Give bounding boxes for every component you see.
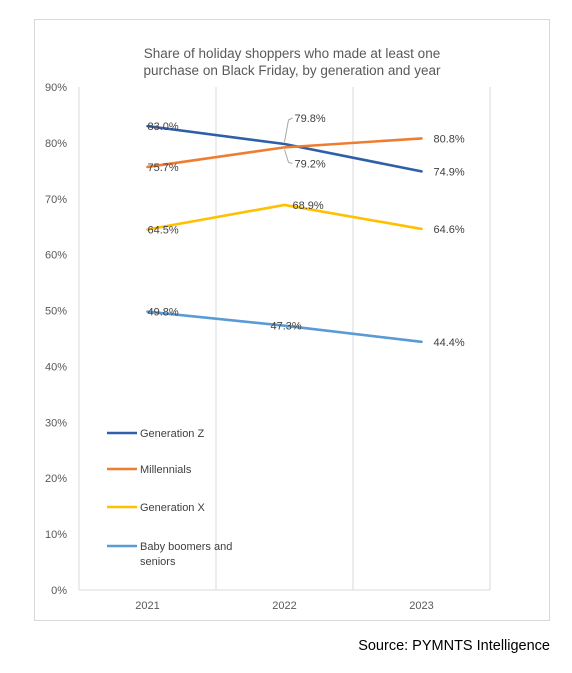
data-label: 64.5%	[148, 225, 179, 237]
y-tick-label: 30%	[45, 417, 67, 429]
x-tick-label: 2021	[135, 600, 159, 612]
legend-label: seniors	[140, 556, 176, 568]
leader-line	[284, 117, 293, 143]
series-line-0	[146, 124, 423, 173]
chart-title-line: Share of holiday shoppers who made at le…	[144, 46, 440, 61]
x-tick-label: 2023	[409, 600, 433, 612]
y-tick-label: 40%	[45, 361, 67, 373]
series-line-1	[146, 137, 423, 169]
data-label: 49.8%	[148, 307, 179, 319]
legend-label: Generation Z	[140, 428, 204, 440]
data-label: 47.3%	[271, 321, 302, 333]
chart-title-line: purchase on Black Friday, by generation …	[144, 63, 441, 78]
y-tick-label: 20%	[45, 473, 67, 485]
legend-label: Generation X	[140, 502, 205, 514]
y-tick-label: 10%	[45, 529, 67, 541]
data-label: 44.4%	[434, 337, 465, 349]
y-tick-label: 0%	[51, 585, 67, 597]
y-tick-label: 70%	[45, 194, 67, 206]
source-note: Source: PYMNTS Intelligence	[358, 638, 550, 654]
leader-line	[284, 149, 293, 164]
y-tick-label: 80%	[45, 138, 67, 150]
data-label: 75.7%	[148, 162, 179, 174]
y-tick-label: 60%	[45, 250, 67, 262]
chart-frame: Share of holiday shoppers who made at le…	[34, 19, 550, 621]
data-label: 68.9%	[293, 200, 324, 212]
line-chart: Share of holiday shoppers who made at le…	[45, 46, 491, 612]
legend-label: Millennials	[140, 464, 192, 476]
series-line-3	[146, 310, 423, 344]
data-label: 74.9%	[434, 166, 465, 178]
data-label: 80.8%	[434, 133, 465, 145]
legend-label: Baby boomers and	[140, 541, 232, 553]
data-label: 64.6%	[434, 224, 465, 236]
data-label: 79.8%	[295, 113, 326, 125]
y-tick-label: 90%	[45, 82, 67, 94]
data-label: 79.2%	[295, 158, 326, 170]
data-label: 83.0%	[148, 121, 179, 133]
series-line-2	[146, 203, 423, 231]
x-tick-label: 2022	[272, 600, 296, 612]
y-tick-label: 50%	[45, 306, 67, 318]
